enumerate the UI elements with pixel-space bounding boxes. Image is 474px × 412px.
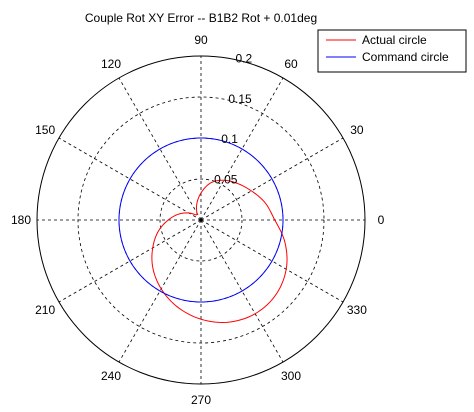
series-line-actual-circle xyxy=(151,179,288,323)
legend: Actual circle Command circle xyxy=(317,29,467,73)
radial-tick-label: 0.1 xyxy=(221,132,238,146)
angle-tick-label: 150 xyxy=(35,123,55,137)
label-layer: 0 30 60 90 120 150 180 210 240 270 300 330 0.05 0.1 0.… xyxy=(11,33,385,407)
radial-tick-label: 0.05 xyxy=(214,173,238,187)
angle-tick-label: 330 xyxy=(347,303,367,317)
radial-tick-label: 0.15 xyxy=(228,92,252,106)
angle-tick-label: 120 xyxy=(101,57,121,71)
radial-tick-label: 0.2 xyxy=(235,51,252,65)
series-layer xyxy=(118,137,288,323)
legend-entry: Actual circle xyxy=(362,33,427,47)
angle-tick-label: 180 xyxy=(11,213,31,227)
angle-tick-label: 30 xyxy=(350,123,364,137)
angle-tick-label: 300 xyxy=(281,369,301,383)
angle-tick-label: 0 xyxy=(378,213,385,227)
angle-tick-label: 210 xyxy=(35,303,55,317)
angle-tick-label: 60 xyxy=(284,57,298,71)
legend-entry: Command circle xyxy=(362,50,449,64)
polar-grid xyxy=(36,55,366,385)
series-line-command-circle xyxy=(118,137,284,303)
legend-box xyxy=(317,29,467,73)
chart-title: Couple Rot XY Error -- B1B2 Rot + 0.01de… xyxy=(85,11,317,25)
grid-ring xyxy=(159,178,243,262)
angle-tick-label: 270 xyxy=(191,393,211,407)
angle-tick-label: 90 xyxy=(194,33,208,47)
angle-tick-label: 240 xyxy=(101,369,121,383)
